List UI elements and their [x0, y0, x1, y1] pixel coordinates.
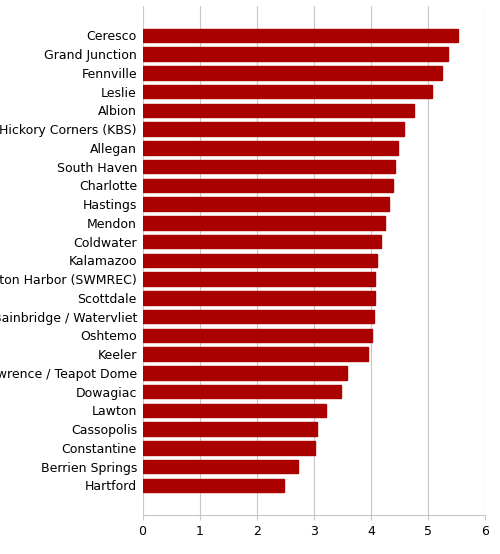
Bar — [142, 85, 433, 99]
Bar — [142, 104, 414, 117]
Bar — [142, 141, 398, 155]
Bar — [142, 460, 298, 473]
Bar — [142, 235, 381, 248]
Bar — [142, 178, 392, 192]
Bar — [142, 48, 448, 61]
Bar — [142, 254, 376, 267]
Bar — [142, 422, 316, 436]
Bar — [142, 366, 347, 379]
Bar — [142, 29, 458, 42]
Bar — [142, 347, 368, 361]
Bar — [142, 310, 374, 324]
Bar — [142, 160, 395, 173]
Bar — [142, 385, 341, 398]
Bar — [142, 197, 389, 211]
Bar — [142, 122, 404, 136]
Bar — [142, 329, 372, 342]
Bar — [142, 273, 376, 286]
Bar — [142, 291, 376, 305]
Bar — [142, 216, 385, 230]
Bar — [142, 479, 284, 492]
Bar — [142, 66, 442, 80]
Bar — [142, 441, 315, 455]
Bar — [142, 403, 326, 417]
